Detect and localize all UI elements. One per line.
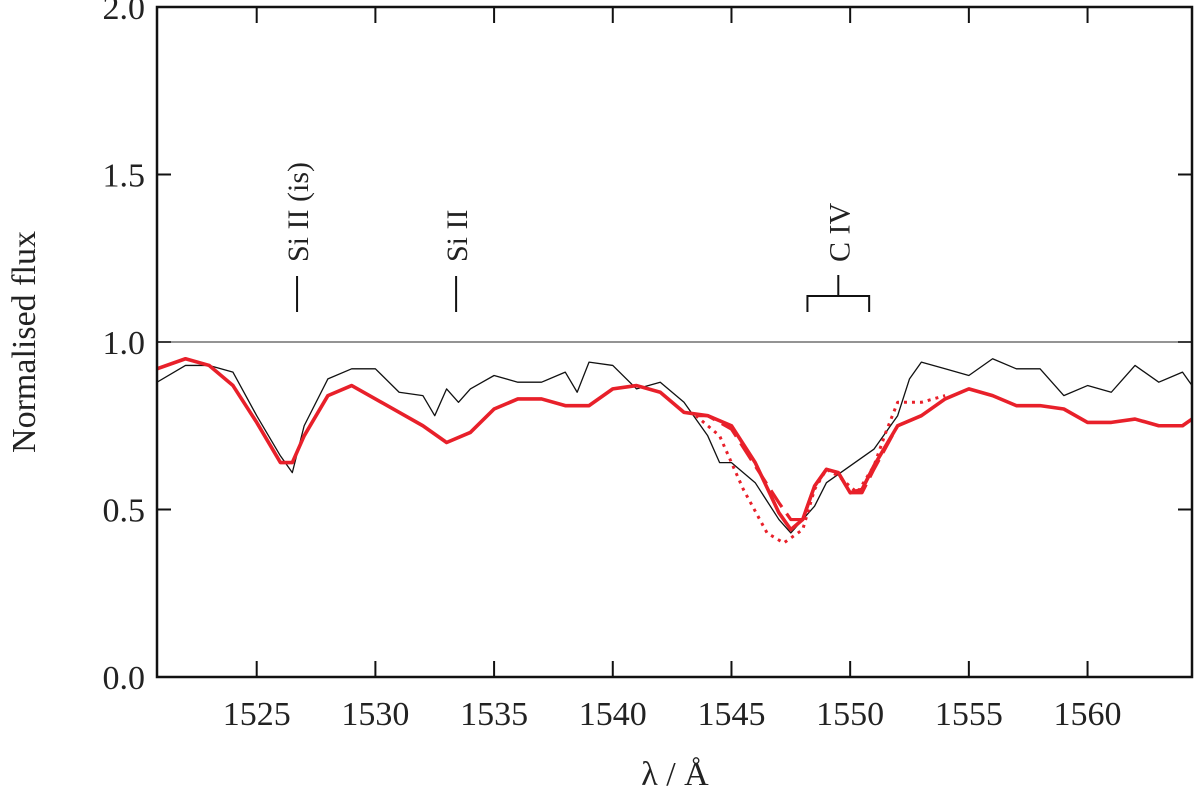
y-tick-label: 2.0 bbox=[103, 0, 146, 27]
y-tick-label: 0.5 bbox=[103, 493, 146, 530]
spectrum-line bbox=[695, 414, 923, 522]
x-tick-label: 1535 bbox=[460, 696, 528, 733]
x-axis-label: λ / Å bbox=[641, 756, 709, 793]
x-tick-label: 1525 bbox=[223, 696, 291, 733]
bracket bbox=[806, 295, 871, 312]
plot-frame bbox=[155, 5, 1194, 679]
line-label: Si II (is) bbox=[282, 162, 315, 262]
spectrum-line bbox=[694, 394, 946, 545]
x-tick-label: 1540 bbox=[579, 696, 647, 733]
x-tick-label: 1555 bbox=[935, 696, 1003, 733]
x-tick-label: 1545 bbox=[697, 696, 765, 733]
y-tick-label: 0.0 bbox=[103, 660, 146, 697]
y-tick-label: 1.5 bbox=[103, 158, 146, 195]
line-label: Si II bbox=[441, 210, 474, 263]
spectrum-line bbox=[157, 356, 1192, 532]
x-tick-label: 1560 bbox=[1054, 696, 1122, 733]
y-tick-label: 1.0 bbox=[103, 325, 146, 362]
line-label: C IV bbox=[823, 203, 856, 263]
x-tick-label: 1550 bbox=[816, 696, 884, 733]
spectrum-line bbox=[157, 358, 1192, 534]
y-axis-label: Normalised flux bbox=[6, 231, 43, 453]
x-tick-label: 1530 bbox=[341, 696, 409, 733]
